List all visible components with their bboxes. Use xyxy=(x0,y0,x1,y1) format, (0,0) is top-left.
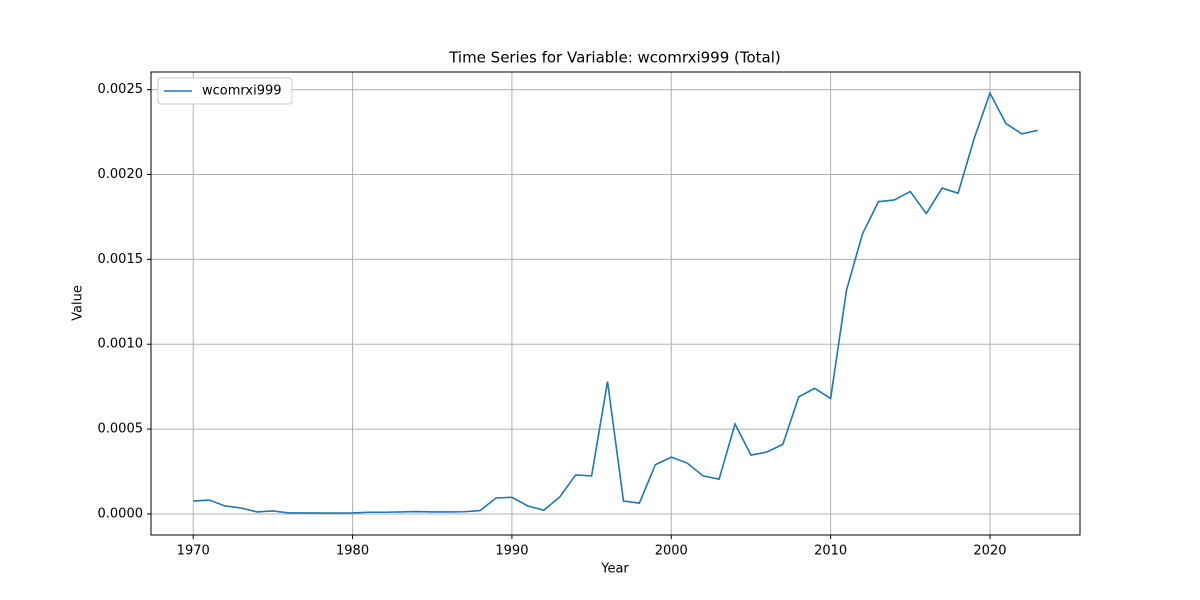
legend-box xyxy=(157,77,293,105)
x-tick-label: 2000 xyxy=(655,544,688,559)
plot-frame xyxy=(150,71,1081,536)
y-tick-label: 0.0000 xyxy=(98,506,144,521)
y-tick-label: 0.0020 xyxy=(98,167,144,182)
x-axis-label: Year xyxy=(600,562,629,577)
data-line xyxy=(193,91,1038,514)
x-tick-label: 1980 xyxy=(336,544,369,559)
y-axis-label: Value xyxy=(71,285,86,321)
y-tick-label: 0.0005 xyxy=(98,422,144,437)
y-tick-label: 0.0025 xyxy=(98,82,144,97)
x-tick-label: 1990 xyxy=(495,544,528,559)
x-tick-label: 2020 xyxy=(973,544,1006,559)
x-tick-label: 1970 xyxy=(177,544,210,559)
y-tick-label: 0.0015 xyxy=(98,252,144,267)
legend-label: wcomrxi999 xyxy=(202,84,282,99)
x-tick-label: 2010 xyxy=(814,544,847,559)
chart-title: Time Series for Variable: wcomrxi999 (To… xyxy=(448,49,781,67)
y-tick-label: 0.0010 xyxy=(98,337,144,352)
